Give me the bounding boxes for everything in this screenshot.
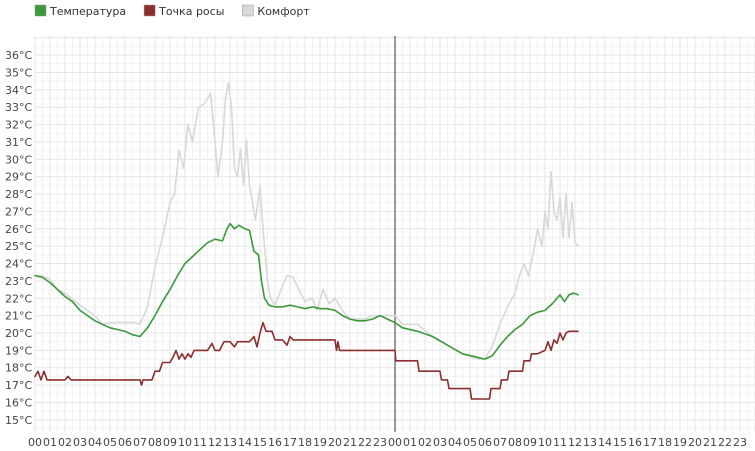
y-tick-label: 33°C [5,101,32,114]
y-tick-label: 29°C [5,171,32,184]
x-tick-label: 12 [568,436,582,449]
y-tick-label: 34°C [5,84,32,97]
x-tick-label: 13 [583,436,597,449]
y-tick-label: 36°C [5,49,32,62]
x-tick-label: 23 [373,436,387,449]
y-tick-label: 18°C [5,362,32,375]
y-tick-label: 21°C [5,310,32,323]
series-line-2 [34,222,579,360]
x-tick-label: 10 [538,436,552,449]
y-tick-label: 32°C [5,119,32,132]
x-tick-label: 18 [298,436,312,449]
y-tick-label: 28°C [5,188,32,201]
x-tick-label: 20 [688,436,702,449]
x-tick-label: 11 [193,436,207,449]
y-tick-label: 30°C [5,153,32,166]
x-tick-label: 15 [613,436,627,449]
y-tick-label: 35°C [5,66,32,79]
x-tick-label: 22 [718,436,732,449]
x-tick-label: 21 [343,436,357,449]
x-tick-label: 14 [238,436,252,449]
x-tick-label: 20 [328,436,342,449]
x-tick-label: 06 [478,436,492,449]
y-tick-label: 15°C [5,414,32,427]
x-tick-label: 02 [418,436,432,449]
x-tick-label: 04 [448,436,462,449]
y-tick-label: 17°C [5,379,32,392]
y-tick-label: 22°C [5,292,32,305]
x-tick-label: 05 [463,436,477,449]
x-tick-label: 05 [103,436,117,449]
y-tick-label: 27°C [5,205,32,218]
chart-legend: Температура Точка росы Комфорт [34,4,310,18]
y-tick-label: 26°C [5,223,32,236]
x-tick-label: 11 [553,436,567,449]
y-axis: 15°C 16°C 17°C 18°C 19°C 20°C 21°C 22°C 23°C 24°C… [5,49,32,427]
y-tick-label: 24°C [5,258,32,271]
x-tick-label: 01 [403,436,417,449]
legend-label: Точка росы [158,5,224,18]
x-tick-label: 00 [28,436,42,449]
x-tick-label: 15 [253,436,267,449]
x-tick-label: 17 [283,436,297,449]
series-group [34,82,579,400]
y-tick-label: 31°C [5,136,32,149]
x-tick-label: 01 [43,436,57,449]
legend-swatch [34,4,47,17]
x-tick-label: 21 [703,436,717,449]
x-tick-label: 03 [433,436,447,449]
y-tick-label: 23°C [5,275,32,288]
x-tick-label: 06 [118,436,132,449]
x-tick-label: 12 [208,436,222,449]
x-tick-label: 14 [598,436,612,449]
x-tick-label: 03 [73,436,87,449]
legend-swatch [242,4,254,17]
x-tick-label: 07 [133,436,147,449]
x-axis: 00 01 02 03 04 05 06 07 08 09 10 11 12 13 14 15 16 17 18 19… [28,436,747,449]
x-tick-label: 07 [493,436,507,449]
x-tick-label: 22 [358,436,372,449]
x-tick-label: 10 [178,436,192,449]
y-tick-label: 20°C [5,327,32,340]
y-tick-label: 25°C [5,240,32,253]
x-tick-label: 19 [313,436,327,449]
y-tick-label: 19°C [5,344,32,357]
x-tick-label: 02 [58,436,72,449]
x-tick-label: 17 [643,436,657,449]
x-tick-label: 00 [388,436,402,449]
x-tick-label: 09 [163,436,177,449]
x-tick-label: 23 [733,436,747,449]
series-line-3 [34,321,579,400]
x-tick-label: 16 [628,436,642,449]
series-line-1 [34,82,579,360]
x-tick-label: 19 [673,436,687,449]
y-tick-label: 16°C [5,396,32,409]
legend-label: Температура [49,5,126,18]
x-tick-label: 16 [268,436,282,449]
legend-label: Комфорт [257,5,310,18]
x-tick-label: 09 [523,436,537,449]
legend-swatch [143,4,156,17]
x-tick-label: 08 [508,436,522,449]
x-tick-label: 18 [658,436,672,449]
x-tick-label: 13 [223,436,237,449]
x-tick-label: 04 [88,436,102,449]
x-tick-label: 08 [148,436,162,449]
